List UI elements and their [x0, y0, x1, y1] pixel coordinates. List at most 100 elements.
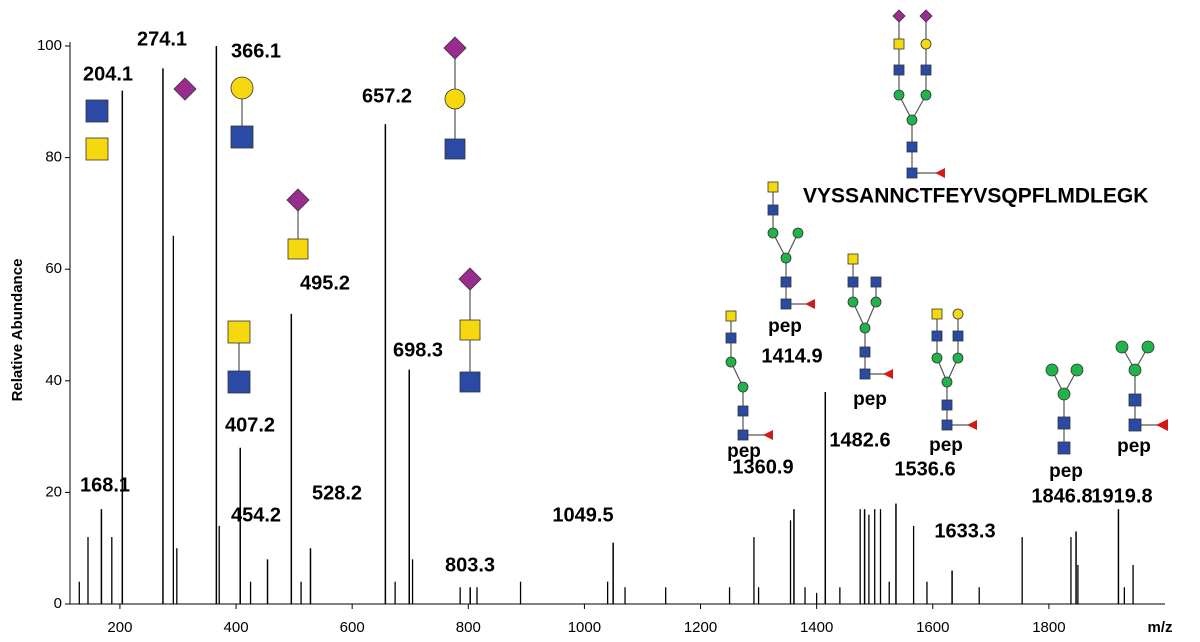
glycan-symbol — [459, 371, 481, 393]
glycan-symbol — [443, 36, 467, 60]
glycan-symbol — [805, 299, 815, 309]
glycan-symbol — [767, 204, 779, 216]
glycan-symbol — [883, 369, 893, 379]
glycan-symbol — [85, 137, 109, 161]
peak-label: 454.2 — [231, 504, 281, 526]
glycan-symbol — [1141, 340, 1155, 354]
glycan-symbol — [763, 430, 773, 440]
glycan-symbol — [459, 319, 481, 341]
peptide-sequence: VYSSANNCTFEYVSQPFLMDLEGK — [803, 185, 1148, 208]
peak-label: 366.1 — [231, 40, 281, 62]
glycan-symbol — [1128, 363, 1142, 377]
glycan-symbol — [847, 296, 859, 308]
glycan-symbol — [780, 298, 792, 310]
y-axis-label: Relative Abundance — [9, 259, 26, 402]
peak-label: 1414.9 — [761, 345, 822, 367]
x-tick-label: 1600 — [916, 619, 949, 636]
y-tick-label: 40 — [45, 372, 62, 389]
glycan-symbol — [1128, 393, 1142, 407]
peak-label: 168.1 — [80, 474, 130, 496]
glycan-symbol — [227, 370, 251, 394]
glycan-symbol — [870, 276, 882, 288]
glycan-symbol — [906, 167, 918, 179]
glycan-symbol — [737, 381, 749, 393]
glycan-symbol — [941, 399, 953, 411]
y-tick-label: 20 — [45, 483, 62, 500]
pep-label: pep — [853, 389, 887, 410]
glycan-symbol — [893, 89, 905, 101]
glycan-symbol — [941, 376, 953, 388]
glycan-symbol — [859, 346, 871, 358]
y-tick-label: 0 — [54, 595, 62, 612]
x-axis-label: m/z — [1147, 619, 1172, 636]
glycan-symbol — [85, 99, 109, 123]
glycan-symbol — [230, 125, 254, 149]
peak-label: 528.2 — [312, 482, 362, 504]
peak-label: 407.2 — [225, 414, 275, 436]
glycan-symbol — [920, 38, 932, 50]
glycan-symbol — [893, 38, 905, 50]
x-tick-label: 1400 — [800, 619, 833, 636]
glycan-symbol — [767, 227, 779, 239]
peak-label: 657.2 — [362, 85, 412, 107]
peak-label: 1049.5 — [552, 504, 613, 526]
glycan-symbol — [444, 88, 466, 110]
pep-label: pep — [727, 441, 761, 462]
glycan-symbol — [967, 420, 977, 430]
x-tick-label: 1000 — [568, 619, 601, 636]
glycan-symbol — [931, 330, 943, 342]
peak-label: 204.1 — [83, 63, 133, 85]
glycan-symbol — [1128, 418, 1142, 432]
peak-label: 1536.6 — [894, 458, 955, 480]
glycan-symbol — [286, 188, 310, 212]
glycan-symbol — [893, 64, 905, 76]
glycan-symbol — [931, 308, 943, 320]
y-tick-label: 60 — [45, 260, 62, 277]
glycan-symbol — [725, 310, 737, 322]
glycan-symbol — [725, 332, 737, 344]
glycan-symbol — [920, 64, 932, 76]
glycan-symbol — [173, 77, 197, 101]
peak-label: 495.2 — [300, 272, 350, 294]
glycan-symbol — [725, 356, 737, 368]
glycan-symbol — [1115, 340, 1129, 354]
glycan-symbol — [1057, 441, 1071, 455]
peak-label: 698.3 — [393, 339, 443, 361]
glycan-symbol — [1057, 387, 1071, 401]
glycan-symbol — [859, 322, 871, 334]
x-tick-label: 1800 — [1032, 619, 1065, 636]
pep-label: pep — [929, 435, 963, 456]
glycan-symbol — [906, 114, 918, 126]
glycan-symbol — [737, 429, 749, 441]
x-tick-label: 200 — [107, 619, 132, 636]
glycan-symbol — [1045, 363, 1059, 377]
glycan-symbol — [287, 238, 309, 260]
peak-label: 1919.8 — [1091, 485, 1152, 507]
x-tick-label: 1200 — [684, 619, 717, 636]
glycan-symbol — [780, 276, 792, 288]
peak-label: 1846.8 — [1031, 485, 1092, 507]
x-tick-label: 600 — [340, 619, 365, 636]
glycan-symbol — [906, 141, 918, 153]
glycan-symbol — [227, 320, 251, 344]
peak-label: 1482.6 — [829, 429, 890, 451]
pep-label: pep — [768, 316, 802, 337]
glycan-symbol — [1070, 363, 1084, 377]
glycan-symbol — [1057, 416, 1071, 430]
glycan-symbol — [952, 352, 964, 364]
glycan-symbol — [1156, 419, 1168, 431]
glycan-symbol — [892, 9, 906, 23]
pep-label: pep — [1117, 436, 1151, 457]
y-tick-label: 100 — [37, 37, 62, 54]
glycan-symbol — [931, 352, 943, 364]
glycan-symbol — [737, 405, 749, 417]
glycan-symbol — [952, 330, 964, 342]
glycan-icons — [85, 9, 1168, 455]
glycan-symbol — [792, 227, 804, 239]
peak-label: 274.1 — [137, 28, 187, 50]
glycan-symbol — [767, 181, 779, 193]
glycan-symbol — [847, 276, 859, 288]
peak-label: 1360.9 — [732, 456, 793, 478]
peak-label: 803.3 — [445, 554, 495, 576]
